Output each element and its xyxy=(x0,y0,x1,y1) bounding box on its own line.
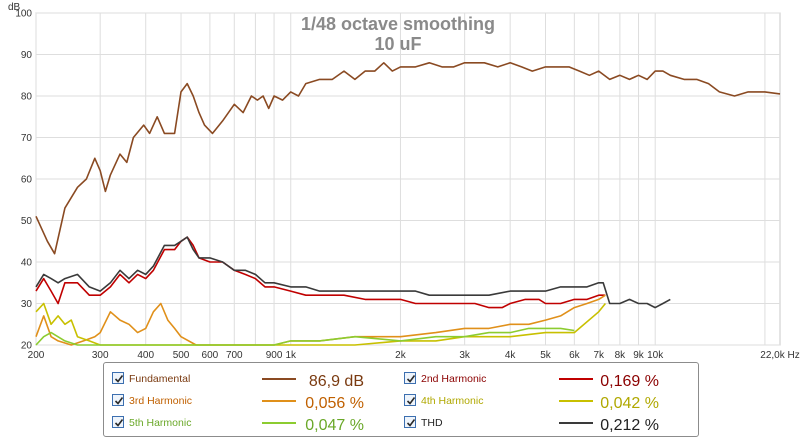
x-tick-label: 300 xyxy=(92,350,109,361)
x-tick-label: 22,0k Hz xyxy=(760,350,799,361)
legend-label: 4th Harmonic xyxy=(421,395,484,407)
x-tick-label: 6k xyxy=(569,350,581,361)
x-tick-label: 8k xyxy=(615,350,627,361)
checkbox-2nd-harmonic[interactable] xyxy=(404,372,416,384)
x-tick-label: 5k xyxy=(540,350,552,361)
check-icon xyxy=(406,419,416,427)
y-tick-label: 70 xyxy=(21,133,33,144)
y-axis-label: dB xyxy=(8,2,21,13)
legend-value-3rd-harmonic: 0,056 % xyxy=(305,395,364,412)
x-tick-label: 200 xyxy=(28,350,45,361)
x-tick-label: 600 xyxy=(202,350,219,361)
check-icon xyxy=(114,375,124,383)
x-tick-label: 4k xyxy=(505,350,517,361)
series-line-fundamental xyxy=(35,62,781,255)
legend-swatch-fundamental xyxy=(262,378,296,380)
checkbox-thd[interactable] xyxy=(404,416,416,428)
y-tick-label: 30 xyxy=(21,299,33,310)
series-lines xyxy=(35,62,781,346)
y-tick-label: 20 xyxy=(21,341,33,352)
legend-swatch-3rd-harmonic xyxy=(262,400,296,402)
x-tick-label: 2k xyxy=(395,350,407,361)
checkbox-5th-harmonic[interactable] xyxy=(112,416,124,428)
legend-swatch-5th-harmonic xyxy=(262,422,296,424)
legend-value-fundamental: 86,9 dB xyxy=(308,373,364,390)
checkbox-3rd-harmonic[interactable] xyxy=(112,394,124,406)
x-tick-label: 3k xyxy=(459,350,471,361)
legend-label: 5th Harmonic xyxy=(129,417,192,429)
legend-value-4th-harmonic: 0,042 % xyxy=(600,395,659,412)
legend-swatch-2nd-harmonic xyxy=(559,378,593,380)
x-tick-label: 700 xyxy=(226,350,243,361)
y-tick-label: 80 xyxy=(21,92,33,103)
legend-label: 3rd Harmonic xyxy=(129,395,193,407)
x-tick-label: 900 xyxy=(266,350,283,361)
chart-subtitle: 10 uF xyxy=(374,34,421,54)
x-tick-label: 7k xyxy=(593,350,605,361)
legend-swatch-thd xyxy=(559,422,593,424)
check-icon xyxy=(406,397,416,405)
x-tick-label: 400 xyxy=(137,350,154,361)
checkbox-fundamental[interactable] xyxy=(112,372,124,384)
legend-label: THD xyxy=(421,417,443,429)
y-tick-label: 90 xyxy=(21,50,33,61)
checkbox-4th-harmonic[interactable] xyxy=(404,394,416,406)
y-tick-label: 50 xyxy=(21,216,33,227)
y-tick-label: 60 xyxy=(21,175,33,186)
legend-swatch-4th-harmonic xyxy=(559,400,593,402)
x-tick-label: 10k xyxy=(647,350,664,361)
legend: Fundamental 86,9 dB 2nd Harmonic 0,169 %… xyxy=(103,362,699,437)
legend-value-thd: 0,212 % xyxy=(600,417,659,434)
x-tick-label: 500 xyxy=(173,350,190,361)
series-line-thd xyxy=(35,236,671,309)
y-axis: 20 30 40 50 60 70 80 90 100 xyxy=(15,9,32,352)
legend-value-2nd-harmonic: 0,169 % xyxy=(600,373,659,390)
check-icon xyxy=(406,375,416,383)
series-line-5th-harmonic xyxy=(35,327,575,346)
legend-label: Fundamental xyxy=(129,373,191,385)
check-icon xyxy=(114,397,124,405)
series-line-2nd-harmonic xyxy=(35,236,606,309)
chart-title: 1/48 octave smoothing xyxy=(301,14,495,34)
check-icon xyxy=(114,419,124,427)
y-tick-label: 40 xyxy=(21,258,33,269)
x-tick-label: 9k xyxy=(633,350,645,361)
legend-value-5th-harmonic: 0,047 % xyxy=(305,417,364,434)
legend-label: 2nd Harmonic xyxy=(421,373,487,385)
x-axis: 200 300 400 500 600 700 900 1k 2k 3k 4k 5k 6k 7k 8k 9k 1… xyxy=(28,350,800,361)
x-tick-label: 1k xyxy=(285,350,297,361)
y-tick-label: 100 xyxy=(15,9,32,20)
